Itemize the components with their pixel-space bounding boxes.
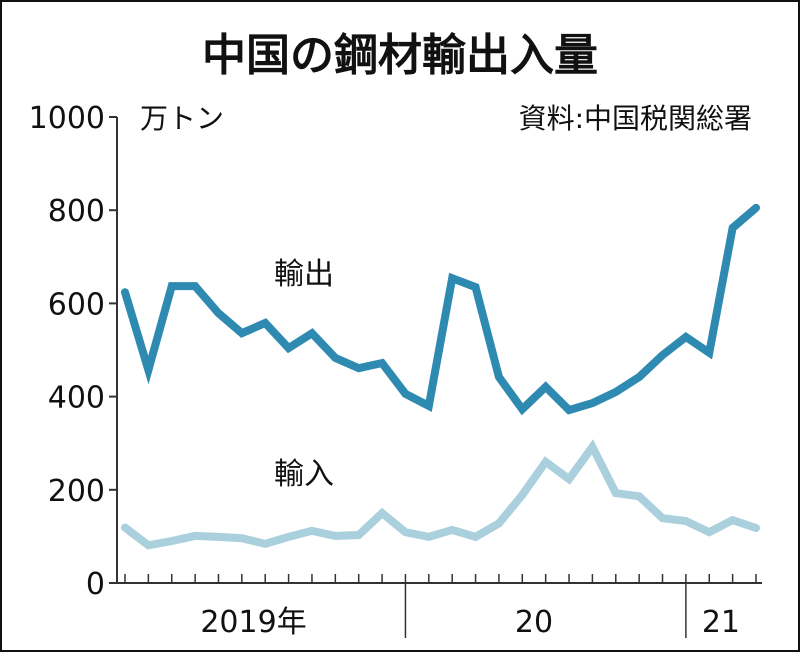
series-label-imports: 輸入 <box>274 457 334 492</box>
unit-label: 万トン <box>140 102 224 135</box>
source-label: 資料:中国税関総署 <box>519 102 752 135</box>
y-tick-label: 200 <box>48 474 105 509</box>
x-year-label: 21 <box>702 605 740 640</box>
y-tick-label: 600 <box>48 287 105 322</box>
chart-title: 中国の鋼材輸出入量 <box>202 30 598 81</box>
y-tick-label: 800 <box>48 194 105 229</box>
y-tick-label: 0 <box>86 567 105 602</box>
imports-line <box>121 439 760 550</box>
series-label-exports: 輸出 <box>274 257 334 292</box>
y-tick-label: 1000 <box>29 101 105 136</box>
x-year-label: 20 <box>515 605 553 640</box>
x-year-label: 2019年 <box>200 605 306 640</box>
y-tick-label: 400 <box>48 381 105 416</box>
exports-line <box>121 203 760 416</box>
